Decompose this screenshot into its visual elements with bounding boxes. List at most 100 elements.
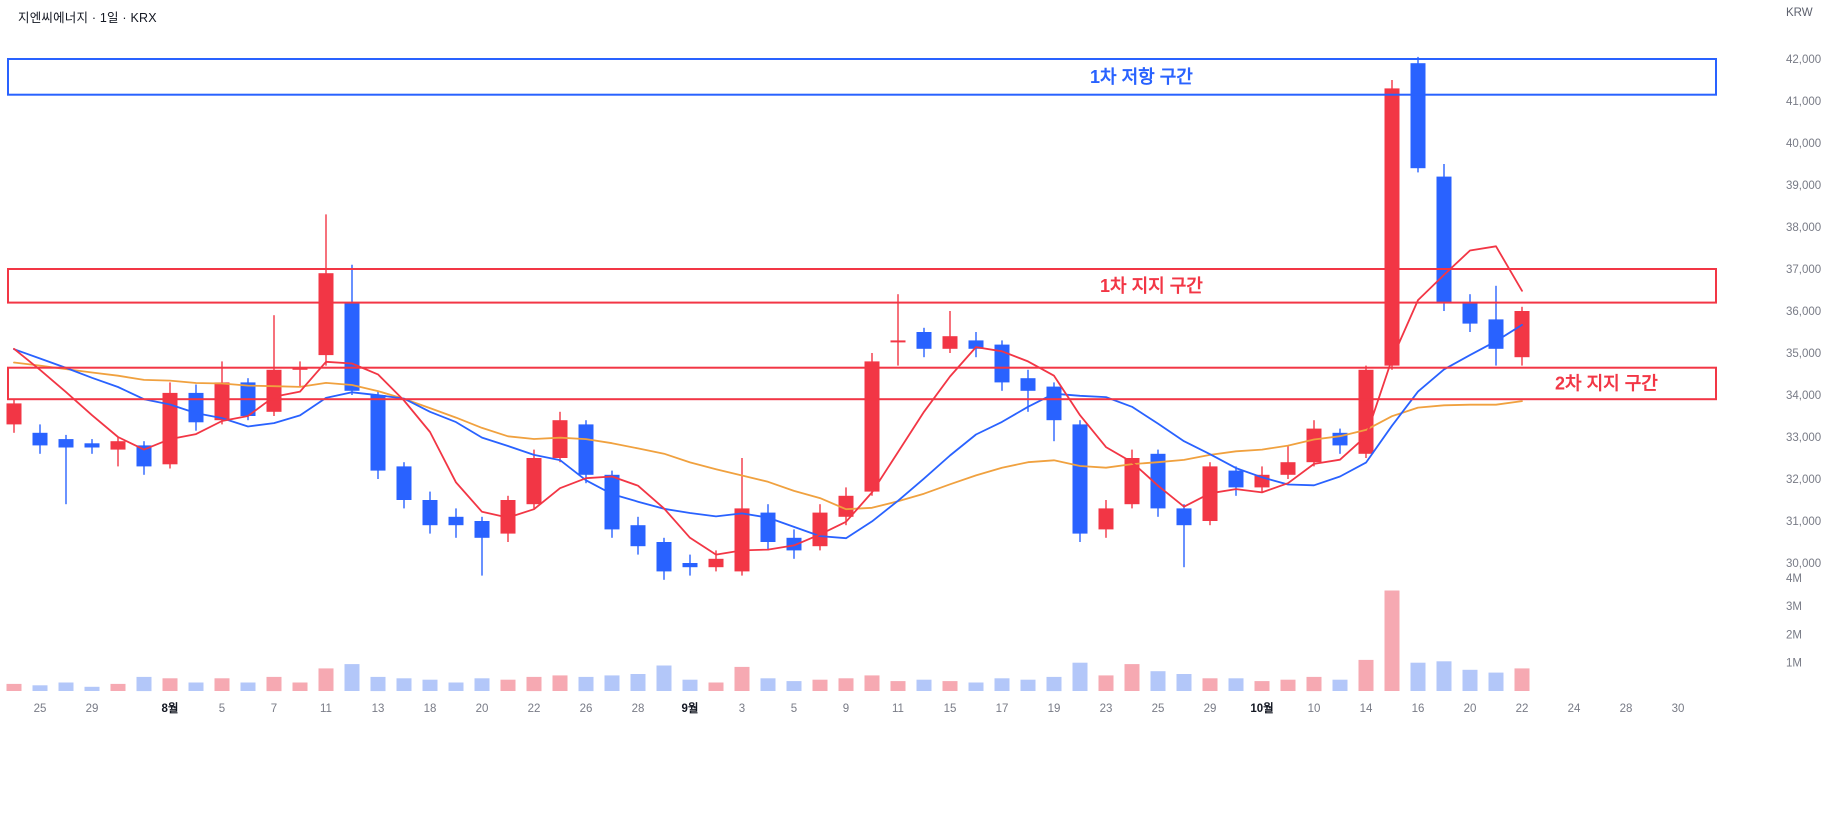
time-tick-label[interactable]: 20	[1464, 703, 1477, 715]
time-tick-label[interactable]: 29	[1204, 703, 1217, 715]
volume-tick-label: 2M	[1786, 629, 1802, 641]
volume-bar	[552, 675, 568, 691]
price-tick-label: 37,000	[1786, 264, 1821, 276]
time-tick-label[interactable]: 25	[1152, 703, 1165, 715]
time-tick-label[interactable]: 22	[1516, 703, 1529, 715]
candle-body	[916, 332, 932, 349]
time-tick-label[interactable]: 20	[476, 703, 489, 715]
time-tick-label[interactable]: 25	[34, 703, 47, 715]
time-tick-label[interactable]: 8월	[162, 701, 179, 715]
price-tick-label: 38,000	[1786, 222, 1821, 234]
price-tick-label: 41,000	[1786, 96, 1821, 108]
time-tick-label[interactable]: 7	[271, 703, 277, 715]
candle-body	[864, 361, 880, 492]
time-tick-label[interactable]: 23	[1100, 703, 1113, 715]
time-tick-label[interactable]: 16	[1412, 703, 1425, 715]
time-tick-label[interactable]: 11	[320, 703, 332, 715]
price-tick-label: 36,000	[1786, 306, 1821, 318]
candle-body	[422, 500, 438, 526]
price-tick-label: 30,000	[1786, 558, 1821, 570]
volume-bar	[760, 678, 776, 691]
symbol-title[interactable]: 지엔씨에너지 · 1일 · KRX	[18, 11, 157, 25]
price-tick-label: 34,000	[1786, 390, 1821, 402]
price-tick-label: 39,000	[1786, 180, 1821, 192]
zone-resistance[interactable]	[7, 58, 1717, 96]
time-tick-label[interactable]: 13	[372, 703, 385, 715]
candle-body	[838, 495, 854, 517]
candle-body	[1488, 319, 1504, 349]
zone-support[interactable]	[7, 268, 1717, 304]
candle-body	[1176, 508, 1192, 526]
price-tick-label: 42,000	[1786, 54, 1821, 66]
candle-body	[1358, 369, 1374, 454]
volume-bar	[1514, 668, 1530, 691]
volume-bar	[1020, 679, 1036, 691]
candle-body	[162, 392, 178, 465]
price-tick-label: 31,000	[1786, 516, 1821, 528]
price-tick-label: 33,000	[1786, 432, 1821, 444]
volume-bar	[812, 679, 828, 691]
time-tick-label[interactable]: 30	[1672, 703, 1685, 715]
candle-body	[474, 521, 490, 538]
time-tick-label[interactable]: 10월	[1250, 701, 1273, 715]
mid-ma-line	[13, 323, 1523, 540]
time-tick-label[interactable]: 28	[632, 703, 645, 715]
time-tick-label[interactable]: 15	[944, 703, 957, 715]
candle-body	[760, 512, 776, 542]
volume-bar	[422, 679, 438, 691]
candle-body	[812, 512, 828, 547]
candle-body	[942, 336, 958, 349]
volume-bar	[890, 681, 906, 691]
candle-body	[1072, 424, 1088, 534]
volume-bar	[838, 678, 854, 691]
time-tick-label[interactable]: 10	[1308, 703, 1321, 715]
zone-label: 1차 저항 구간	[1090, 67, 1193, 87]
time-tick-label[interactable]: 9	[843, 703, 849, 715]
zone-label: 2차 지지 구간	[1555, 374, 1658, 394]
time-tick-label[interactable]: 5	[791, 703, 797, 715]
candle-body	[1020, 378, 1036, 391]
candle-body	[526, 458, 542, 505]
volume-bar	[734, 666, 750, 691]
volume-bar	[6, 683, 22, 691]
volume-bar	[1150, 671, 1166, 691]
candle-body	[890, 340, 906, 343]
candle-body	[136, 445, 152, 467]
currency-label: KRW	[1786, 7, 1813, 19]
time-tick-label[interactable]: 11	[892, 703, 904, 715]
volume-bar	[1280, 679, 1296, 691]
time-tick-label[interactable]: 29	[86, 703, 99, 715]
time-tick-label[interactable]: 17	[996, 703, 1009, 715]
volume-bar	[344, 664, 360, 691]
candle-body	[1514, 311, 1530, 358]
candle-body	[84, 443, 100, 448]
candle-body	[370, 395, 386, 471]
candle-body	[552, 420, 568, 458]
volume-bar	[58, 682, 74, 691]
time-tick-label[interactable]: 24	[1568, 703, 1581, 715]
candle-body	[32, 432, 48, 446]
volume-bar	[1072, 662, 1088, 691]
volume-bar	[1098, 675, 1114, 691]
candle-body	[1124, 458, 1140, 505]
volume-bar	[266, 676, 282, 692]
volume-bar	[1384, 590, 1400, 691]
zone-support[interactable]	[7, 366, 1717, 401]
candle-body	[1150, 453, 1166, 509]
time-tick-label[interactable]: 3	[739, 703, 745, 715]
candle-body	[266, 369, 282, 412]
candle-body	[6, 403, 22, 425]
candle-body	[1046, 386, 1062, 421]
time-tick-label[interactable]: 19	[1048, 703, 1061, 715]
time-tick-label[interactable]: 28	[1620, 703, 1633, 715]
volume-bar	[916, 679, 932, 691]
volume-bar	[968, 682, 984, 691]
time-tick-label[interactable]: 9월	[682, 701, 699, 715]
time-tick-label[interactable]: 5	[219, 703, 225, 715]
time-tick-label[interactable]: 18	[424, 703, 437, 715]
time-tick-label[interactable]: 22	[528, 703, 541, 715]
zone-label: 1차 지지 구간	[1100, 276, 1203, 296]
time-tick-label[interactable]: 26	[580, 703, 593, 715]
time-tick-label[interactable]: 14	[1360, 703, 1373, 715]
